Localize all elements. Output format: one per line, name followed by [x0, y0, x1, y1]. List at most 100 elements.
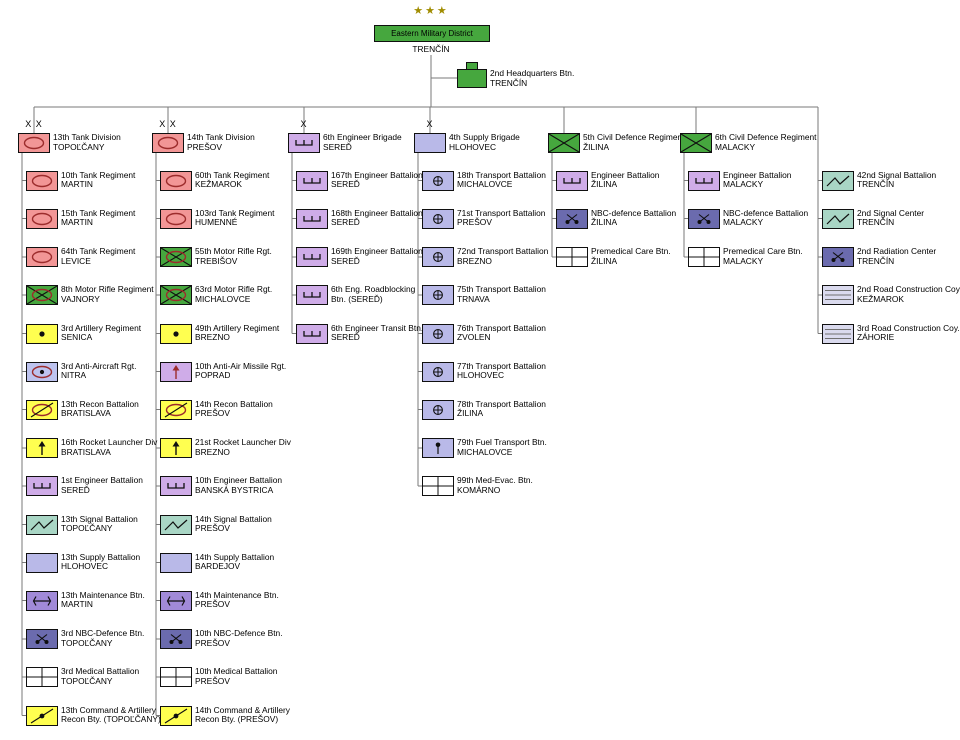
unit-node: 167th Engineer Battalion SEREĎ [296, 170, 423, 191]
armor-symbol [26, 170, 58, 191]
radiation-symbol [822, 247, 854, 267]
unit-location: HLOHOVEC [457, 370, 505, 381]
unit-node: 13th Recon Battalion BRATISLAVA [26, 399, 139, 420]
unit-location: ŽILINA [583, 141, 610, 152]
unit-name: 169th Engineer Battalion [331, 246, 423, 256]
unit-location: KEŽMAROK [195, 179, 242, 190]
engineer-symbol [288, 133, 320, 153]
unit-name: 78th Transport Battalion [457, 398, 546, 409]
medical-symbol [688, 247, 720, 267]
unit-location: MALACKY [723, 179, 764, 190]
unit-name: 4th Supply Brigade [449, 132, 520, 142]
medical-symbol [556, 247, 588, 267]
unit-location: MICHALOVCE [195, 293, 251, 304]
unit-location: POPRAD [195, 370, 231, 381]
unit-node: 13th Command & Artillery Recon Bty. (TOPO… [26, 705, 161, 726]
unit-name: 63rd Motor Rifle Rgt. [195, 284, 273, 294]
engineer-symbol [26, 476, 58, 496]
transport-symbol [422, 399, 454, 420]
unit-node: 16th Rocket Launcher Div BRATISLAVA [26, 437, 158, 458]
rocket-symbol [26, 438, 58, 458]
unit-location: BREZNO [457, 255, 492, 266]
armor-symbol [152, 133, 184, 153]
unit-name: 6th Engineer Brigade [323, 132, 402, 142]
unit-location: MICHALOVCE [457, 179, 513, 190]
unit-node: 14th Recon Battalion PREŠOV [160, 399, 273, 420]
artillery-symbol [26, 323, 58, 344]
engineer-symbol [296, 285, 328, 305]
unit-name: 15th Tank Regiment [61, 207, 136, 218]
artillery-symbol [160, 323, 192, 344]
unit-node: 10th Medical Battalion PREŠOV [160, 666, 277, 687]
supply-symbol [414, 133, 446, 153]
unit-name: 64th Tank Regiment [61, 246, 136, 256]
unit-name: 3rd Artillery Regiment [61, 322, 142, 333]
transport-symbol [422, 247, 454, 267]
signal-symbol [822, 170, 854, 191]
unit-node: 13th Supply Battalion HLOHOVEC [26, 552, 140, 573]
unit-location: BRATISLAVA [61, 446, 111, 457]
unit-location: BANSKÁ BYSTRICA [195, 484, 274, 495]
unit-node: 14th Maintenance Btn. PREŠOV [160, 589, 279, 611]
fuel-symbol [422, 438, 454, 458]
cmd-recon-symbol [160, 705, 192, 726]
unit-name: Premedical Care Btn. [591, 246, 671, 256]
unit-name: 60th Tank Regiment [195, 169, 270, 180]
unit-location: NITRA [61, 370, 87, 381]
unit-location: PREŠOV [195, 599, 230, 610]
unit-name: 10th Anti-Air Missile Rgt. [195, 360, 287, 371]
unit-node: 3rd Medical Battalion TOPOĽČANY [26, 666, 140, 687]
unit-node: 75th Transport Battalion TRNAVA [422, 284, 546, 305]
unit-location: TRENČÍN [490, 77, 528, 88]
unit-location: ŽILINA [591, 255, 618, 266]
unit-node: 2nd Road Construction Coy. KEŽMAROK [822, 284, 960, 305]
unit-name: 2nd Headquarters Btn. [490, 68, 575, 78]
unit-name: 13th Signal Battalion [61, 513, 138, 524]
unit-node: 77th Transport Battalion HLOHOVEC [422, 360, 546, 382]
unit-name: 14th Supply Battalion [195, 551, 275, 562]
unit-name: 6th Engineer Transit Btn. [331, 322, 424, 333]
engineer-symbol [688, 170, 720, 191]
unit-name: 6th Civil Defence Regiment [715, 132, 817, 142]
unit-location: ZVOLEN [457, 332, 491, 343]
unit-name: 42nd Signal Battalion [857, 169, 937, 180]
unit-node: 3rd Anti-Aircraft Rgt. NITRA [26, 361, 136, 382]
unit-node: 169th Engineer Battalion SEREĎ [296, 246, 423, 267]
unit-node: 4th Supply Brigade HLOHOVEC [414, 132, 520, 153]
unit-node: 14th Command & Artillery Recon Bty. (PREŠ… [160, 705, 290, 726]
unit-name: 10th Tank Regiment [61, 169, 136, 180]
unit-name: 99th Med-Evac. Btn. [457, 475, 533, 485]
unit-location: BRATISLAVA [61, 408, 111, 419]
echelon-mark: X [300, 119, 308, 129]
unit-name: 49th Artillery Regiment [195, 322, 280, 333]
unit-node: 3rd Artillery Regiment SENICA [26, 322, 142, 344]
unit-node: 76th Transport Battalion ZVOLEN [422, 323, 546, 344]
unit-name: 103rd Tank Regiment [195, 207, 275, 218]
unit-name: 1st Engineer Battalion [61, 475, 143, 485]
unit-node: 10th Tank Regiment MARTIN [26, 169, 136, 191]
unit-name: 16th Rocket Launcher Div [61, 437, 158, 447]
unit-name: NBC-defence Battalion [591, 207, 677, 218]
unit-location: SEREĎ [331, 179, 360, 190]
unit-location: MICHALOVCE [457, 446, 513, 457]
motor-rifle-symbol [160, 247, 192, 267]
unit-location: ZÁHORIE [857, 332, 895, 343]
armor-symbol [26, 208, 58, 229]
unit-location: HUMENNÉ [195, 217, 238, 228]
unit-name: 77th Transport Battalion [457, 360, 546, 371]
unit-name: 14th Maintenance Btn. [195, 589, 279, 600]
echelon-mark: X X [159, 119, 177, 129]
unit-name: 3rd Medical Battalion [61, 666, 140, 676]
unit-location: TREBIŠOV [195, 255, 238, 266]
unit-location: PREŠOV [187, 141, 222, 152]
unit-location: MALACKY [723, 255, 764, 266]
unit-location: MARTIN [61, 599, 93, 610]
maintenance-symbol [26, 590, 58, 611]
unit-location: TOPOĽČANY [53, 141, 105, 152]
district-location: TRENČÍN [412, 44, 450, 54]
engineer-symbol [296, 247, 328, 267]
unit-node: 99th Med-Evac. Btn. KOMÁRNO [422, 475, 533, 496]
unit-location: KOMÁRNO [457, 484, 501, 495]
unit-node: Premedical Care Btn. MALACKY [688, 246, 803, 267]
